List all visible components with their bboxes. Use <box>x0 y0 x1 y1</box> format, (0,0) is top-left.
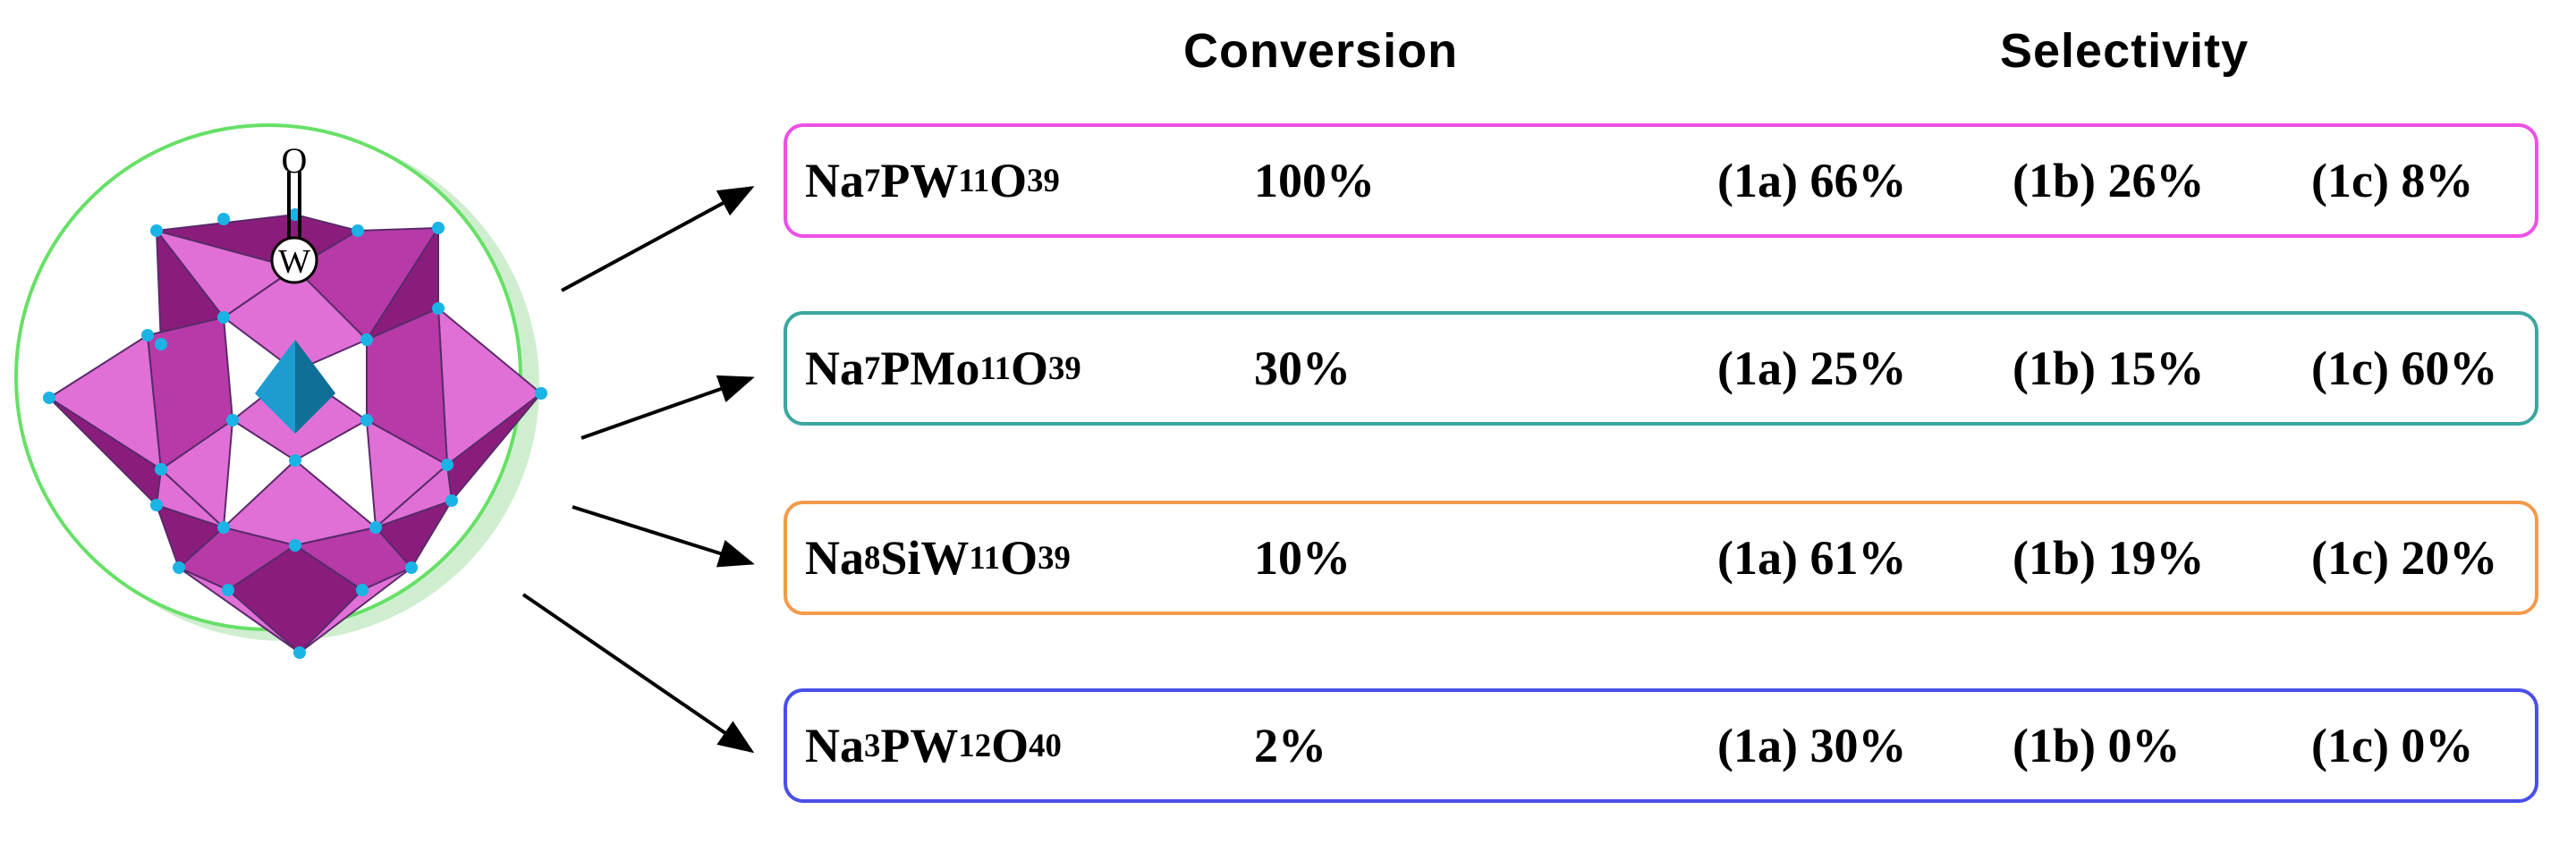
atom-node <box>356 584 369 596</box>
atom-node <box>150 224 163 237</box>
result-row: Na 3 PW 12 O 40 2% (1a) 30% (1b) 0% (1c) 0% <box>784 688 2538 803</box>
atom-node <box>217 213 230 225</box>
selectivity-1c: (1c) 20% <box>2311 531 2498 585</box>
atom-node <box>535 387 547 400</box>
atom-node <box>173 561 185 574</box>
arrow-row-4 <box>521 593 755 754</box>
selectivity-1a: (1a) 61% <box>1717 531 1907 585</box>
selectivity-1b: (1b) 0% <box>2012 719 2181 772</box>
catalyst-formula: Na 3 PW 12 O 40 <box>805 719 1062 772</box>
atom-node <box>155 338 167 350</box>
atom-node <box>441 459 453 471</box>
catalyst-formula: Na 8 SiW 11 O 39 <box>805 531 1071 585</box>
atom-node <box>360 414 373 426</box>
selectivity-1c: (1c) 8% <box>2311 154 2474 207</box>
atom-node <box>141 329 154 342</box>
selectivity-1c: (1c) 0% <box>2311 719 2474 772</box>
atom-node <box>360 333 373 346</box>
atom-node <box>289 454 301 467</box>
atom-node <box>150 499 163 511</box>
selectivity-1c: (1c) 60% <box>2311 342 2498 395</box>
atom-node <box>217 521 230 534</box>
atom-node <box>43 392 55 404</box>
result-row: Na 7 PW 11 O 39 100% (1a) 66% (1b) 26% (1c) 8% <box>784 123 2538 238</box>
result-row: Na 8 SiW 11 O 39 10% (1a) 61% (1b) 19% (1c) 20% <box>784 501 2538 615</box>
conversion-value: 30% <box>1254 342 1351 395</box>
selectivity-1b: (1b) 15% <box>2012 342 2205 395</box>
atom-node <box>369 521 382 534</box>
conversion-value: 2% <box>1254 719 1326 772</box>
keggin-cluster <box>43 208 547 659</box>
conversion-value: 10% <box>1254 531 1351 585</box>
selectivity-1b: (1b) 19% <box>2012 531 2205 585</box>
atom-node <box>352 224 364 237</box>
selectivity-1a: (1a) 30% <box>1717 719 1907 772</box>
catalyst-formula: Na 7 PMo 11 O 39 <box>805 342 1081 395</box>
oxygen-atom-label: O <box>282 140 308 181</box>
selectivity-1a: (1a) 25% <box>1717 342 1907 395</box>
atom-node <box>289 539 301 552</box>
atom-node <box>226 414 239 426</box>
selectivity-header: Selectivity <box>2000 24 2250 78</box>
atom-node <box>155 463 167 476</box>
conversion-header: Conversion <box>1183 24 1459 78</box>
atom-node <box>445 494 458 507</box>
atom-node <box>432 222 445 234</box>
atom-node <box>293 646 306 659</box>
arrow-row-3 <box>572 505 755 568</box>
arrow-row-2 <box>580 375 755 440</box>
catalyst-formula: Na 7 PW 11 O 39 <box>805 154 1060 207</box>
conversion-value: 100% <box>1254 154 1375 207</box>
tungsten-atom <box>270 236 318 284</box>
atom-node <box>217 311 230 324</box>
atom-node <box>222 584 234 596</box>
selectivity-1b: (1b) 26% <box>2012 154 2205 207</box>
tungsten-atom-label: W <box>278 243 310 281</box>
result-row: Na 7 PMo 11 O 39 30% (1a) 25% (1b) 15% (1c) 60% <box>784 311 2538 426</box>
arrow-row-1 <box>561 186 755 292</box>
selectivity-1a: (1a) 66% <box>1717 154 1907 207</box>
atom-node <box>405 561 418 574</box>
atom-node <box>432 302 445 315</box>
